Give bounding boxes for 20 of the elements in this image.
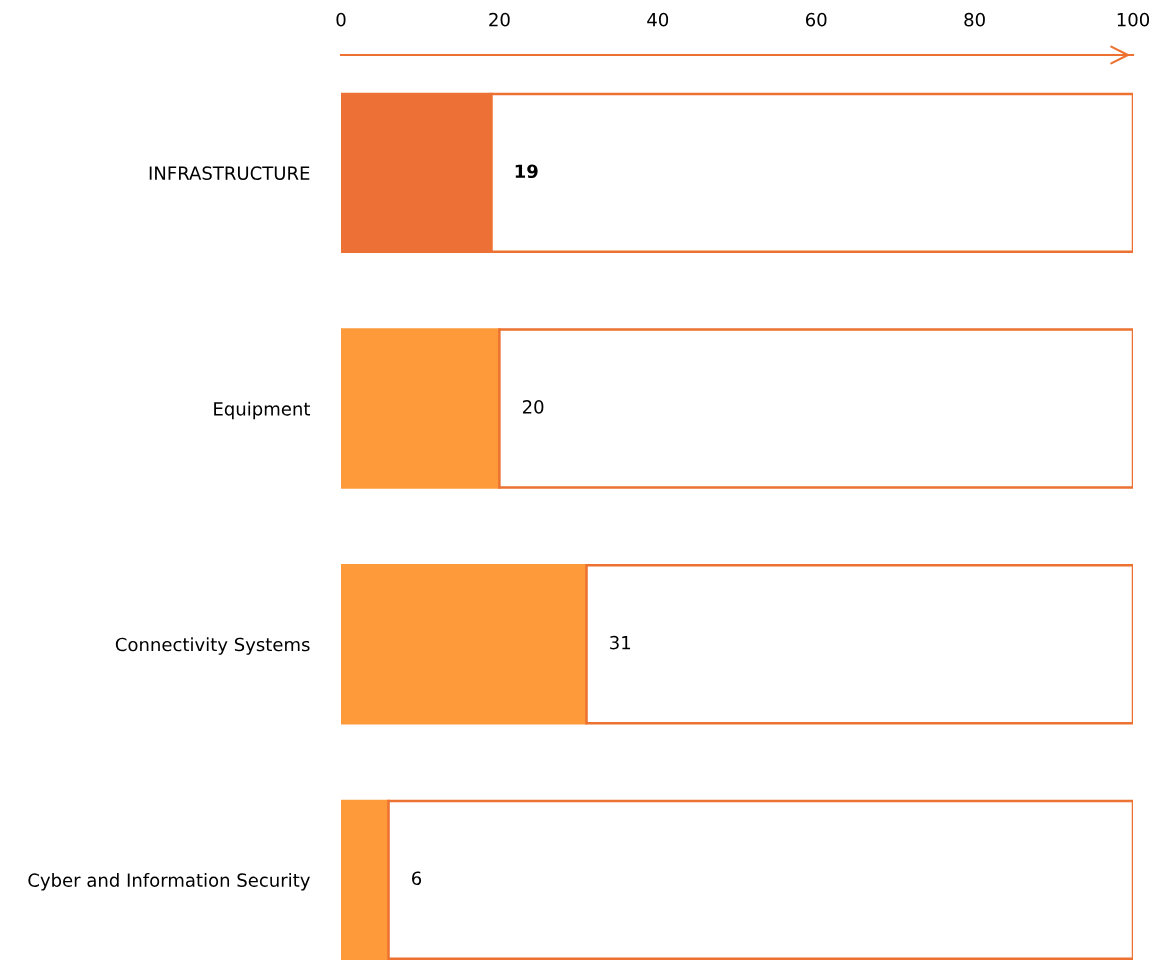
bar bbox=[387, 799, 1133, 960]
x-tick-label: 40 bbox=[647, 12, 669, 27]
data-label: 6 bbox=[412, 871, 422, 886]
data-label: 20 bbox=[522, 400, 544, 414]
x-tick-label: 20 bbox=[489, 12, 510, 27]
x-tick-label: 80 bbox=[964, 12, 985, 27]
x-tick-label: 60 bbox=[805, 12, 827, 27]
bar bbox=[498, 328, 1133, 489]
y-tick-label: INFRASTRUCTURE bbox=[149, 166, 310, 180]
y-tick-label: Equipment bbox=[214, 401, 311, 420]
y-tick-label: Cyber and Information Security bbox=[28, 873, 310, 891]
y-tick-label: Connectivity Systems bbox=[115, 637, 310, 655]
x-tick-label: 0 bbox=[336, 12, 346, 27]
bar bbox=[341, 799, 390, 960]
bar bbox=[341, 563, 588, 725]
x-tick-label: 100 bbox=[1117, 12, 1150, 27]
bar bbox=[341, 328, 501, 489]
bar bbox=[585, 563, 1133, 725]
data-label: 19 bbox=[515, 164, 538, 179]
data-label: 31 bbox=[610, 635, 631, 650]
